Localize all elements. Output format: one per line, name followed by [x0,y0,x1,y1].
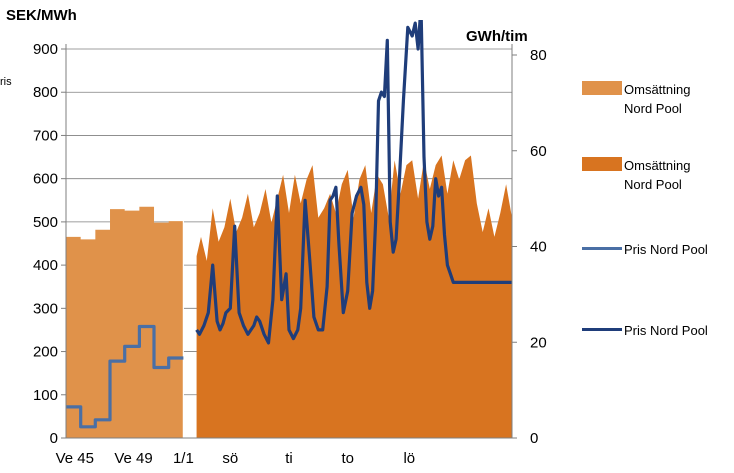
partial-axis-text: ris [0,76,12,88]
legend-label-line2: Nord Pool [624,177,682,192]
right-tick-label: 20 [530,334,547,351]
right-axis-label: GWh/tim [466,28,528,45]
x-axis-ticks: Ve 45 Ve 49 1/1 sö ti to lö [56,450,416,467]
left-tick-label: 500 [33,214,58,231]
legend-label-line1: Omsättning [624,82,691,97]
legend-label: Pris Nord Pool [624,323,708,338]
right-tick-label: 80 [530,47,547,64]
left-tick-label: 100 [33,387,58,404]
right-axis-ticks: 0 20 40 60 80 [512,47,547,447]
legend-swatch-weekly-volume [582,81,622,95]
right-tick-label: 60 [530,143,547,160]
legend-label-line1: Omsättning [624,158,691,173]
x-tick-label: ti [285,450,293,467]
legend-swatch-hourly-price [582,328,622,331]
legend-label: Pris Nord Pool [624,242,708,257]
left-tick-label: 300 [33,300,58,317]
right-tick-label: 0 [530,430,538,447]
volume-area-weekly_area [66,206,184,438]
legend-label-line2: Nord Pool [624,101,682,116]
left-tick-label: 0 [50,430,58,447]
price-line-weekly_line [66,324,184,429]
left-tick-label: 600 [33,171,58,188]
volume-areas [66,155,512,438]
axes [65,44,513,439]
left-tick-label: 700 [33,127,58,144]
left-axis-label: SEK/MWh [6,7,77,24]
x-tick-label: 1/1 [173,450,194,467]
left-tick-label: 900 [33,41,58,58]
left-tick-label: 200 [33,344,58,361]
x-tick-label: lö [403,450,415,467]
left-tick-label: 400 [33,257,58,274]
left-tick-label: 800 [33,84,58,101]
x-tick-label: to [341,450,354,467]
legend-item-weekly-price: Pris Nord Pool [582,240,708,259]
legend-item-weekly-volume: Omsättning Nord Pool [582,80,690,118]
legend-swatch-hourly-volume [582,157,622,171]
legend-item-hourly-price: Pris Nord Pool [582,321,708,340]
volume-area-hourly_area [196,155,512,438]
price-line-hourly_line [195,20,512,345]
legend-swatch-weekly-price [582,247,622,250]
x-tick-label: Ve 49 [114,450,152,467]
legend-item-hourly-volume: Omsättning Nord Pool [582,156,690,194]
x-tick-label: Ve 45 [56,450,94,467]
x-tick-label: sö [222,450,238,467]
right-tick-label: 40 [530,239,547,256]
left-axis-ticks: 0 100 200 300 400 500 600 700 800 900 [33,41,66,447]
price-lines [66,20,512,429]
